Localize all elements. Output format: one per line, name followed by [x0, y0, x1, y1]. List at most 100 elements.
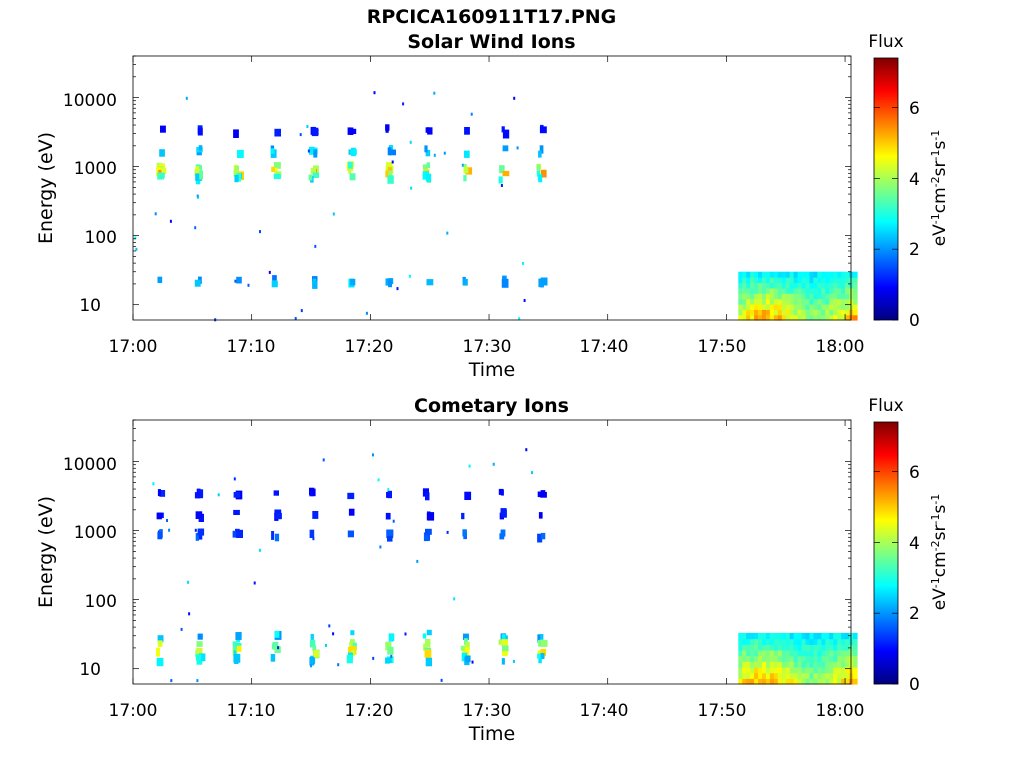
y-tick-label: 10000 — [63, 455, 117, 475]
heatmap-cell — [853, 672, 858, 679]
heatmap-cell — [773, 632, 779, 640]
heatmap-cell — [365, 311, 368, 315]
heatmap-cell — [809, 655, 815, 662]
colorbar-tick-label: 6 — [909, 99, 920, 119]
heatmap-cell — [538, 657, 542, 664]
heatmap-cell — [785, 298, 791, 305]
heatmap-cell — [829, 644, 834, 651]
heatmap-cell — [762, 632, 767, 640]
axis-ticks — [132, 55, 851, 320]
heatmap-cell — [309, 639, 316, 648]
heatmap-cell — [781, 298, 787, 305]
heatmap-cell — [793, 644, 799, 651]
heatmap-cell — [813, 672, 818, 679]
heatmap-cell — [805, 661, 811, 668]
heatmap-cell — [746, 649, 751, 657]
heatmap-cell — [746, 271, 751, 278]
x-tick-label: 17:40 — [580, 337, 629, 357]
heatmap-cell — [833, 678, 838, 685]
heatmap-cell — [829, 632, 834, 640]
heatmap-cell — [809, 649, 815, 657]
heatmap-cell — [440, 678, 443, 682]
heatmap-cell — [841, 293, 846, 300]
heatmap-cell — [801, 293, 807, 300]
heatmap-cell — [274, 167, 278, 174]
heatmap-cell — [825, 314, 830, 321]
colorbar-tick-label: 4 — [909, 170, 920, 190]
heatmap-cell — [789, 277, 795, 284]
heatmap-cell — [813, 309, 818, 316]
heatmap-cell — [540, 277, 548, 286]
heatmap-cell — [853, 632, 858, 640]
panel-2-title: Cometary Ions — [414, 395, 569, 417]
x-axis-label: Time — [468, 723, 516, 745]
axis-ticks — [132, 419, 851, 684]
heatmap-cell — [516, 146, 519, 150]
heatmap-cell — [410, 186, 413, 190]
heatmap-cell — [746, 655, 751, 662]
heatmap-cell — [750, 667, 755, 674]
heatmap-cell — [195, 511, 203, 519]
heatmap-cell — [471, 660, 474, 664]
heatmap-cell — [837, 649, 842, 657]
heatmap-cell — [769, 661, 775, 668]
heatmap-cell — [777, 282, 783, 289]
heatmap-cell — [746, 277, 751, 284]
heatmap-cell — [259, 230, 261, 234]
heatmap-cell — [742, 649, 747, 657]
heatmap-cell — [809, 287, 815, 294]
heatmap-cell — [501, 658, 505, 665]
heatmap-cell — [845, 309, 850, 316]
heatmap-cell — [845, 314, 850, 321]
heatmap-cell — [199, 165, 203, 172]
heatmap-cell — [350, 630, 355, 636]
heatmap-cell — [821, 298, 826, 305]
heatmap-cell — [268, 270, 271, 274]
heatmap-cell — [159, 149, 165, 157]
heatmap-cell — [258, 548, 261, 552]
heatmap-cell — [188, 612, 191, 616]
heatmap-cell — [742, 638, 747, 645]
heatmap-cell — [809, 293, 815, 300]
heatmap-cell — [235, 632, 242, 641]
heatmap-cell — [837, 638, 842, 645]
heatmap-cell — [813, 303, 818, 310]
x-tick-label: 17:00 — [109, 337, 158, 357]
heatmap-cell — [841, 655, 846, 662]
heatmap-cell — [387, 490, 392, 499]
heatmap-cell — [765, 309, 771, 316]
heatmap-cell — [738, 632, 743, 640]
heatmap-cell — [754, 271, 759, 278]
colorbar-gradient — [873, 421, 899, 685]
heatmap-cell — [746, 672, 751, 679]
heatmap-cell — [853, 314, 858, 321]
heatmap-cell — [433, 91, 436, 95]
heatmap-cell — [387, 646, 394, 655]
heatmap-cell — [754, 293, 759, 300]
heatmap-cell — [789, 287, 795, 294]
heatmap-cell — [197, 528, 205, 536]
x-tick-label: 17:20 — [345, 337, 394, 357]
heatmap-cell — [777, 277, 783, 284]
heatmap-cell — [833, 661, 838, 668]
heatmap-cell — [465, 641, 470, 650]
heatmap-cell — [841, 277, 846, 284]
heatmap-cell — [797, 649, 803, 657]
heatmap-cell — [247, 283, 250, 287]
cometary-heatmap-cells — [152, 448, 858, 685]
heatmap-cell — [746, 293, 751, 300]
heatmap-cell — [134, 236, 137, 240]
heatmap-cell — [785, 271, 791, 278]
heatmap-cell — [781, 667, 787, 674]
heatmap-cell — [531, 471, 533, 475]
heatmap-cell — [845, 644, 850, 651]
heatmap-cell — [789, 667, 795, 674]
heatmap-cell — [773, 282, 779, 289]
heatmap-cell — [765, 303, 771, 310]
heatmap-cell — [350, 639, 355, 645]
heatmap-cell — [789, 661, 795, 668]
heatmap-cell — [185, 96, 188, 100]
heatmap-cell — [758, 644, 763, 651]
heatmap-cell — [539, 145, 544, 154]
heatmap-cell — [742, 303, 747, 310]
